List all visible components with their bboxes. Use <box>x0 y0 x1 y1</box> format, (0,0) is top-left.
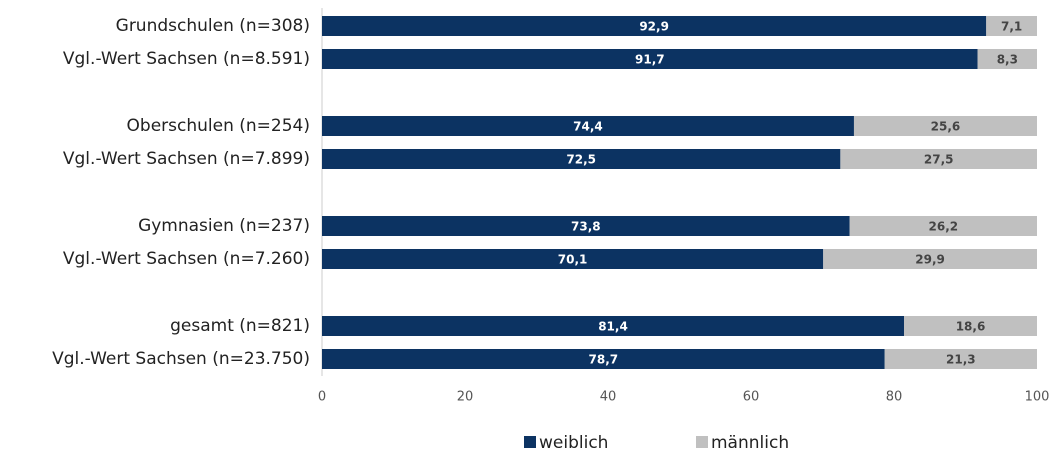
value-label: 27,5 <box>924 153 954 167</box>
value-label: 18,6 <box>956 320 986 334</box>
bar-segment <box>322 349 885 369</box>
legend-label: männlich <box>711 433 789 453</box>
bar-segment <box>322 116 854 136</box>
category-label: Vgl.-Wert Sachsen (n=23.750) <box>52 349 310 369</box>
bar-segment <box>904 316 1037 336</box>
value-label: 8,3 <box>997 53 1018 67</box>
value-label: 74,4 <box>573 120 603 134</box>
value-label: 70,1 <box>558 253 588 267</box>
bar-segment <box>840 149 1037 169</box>
value-label: 29,9 <box>915 253 945 267</box>
bar-segment <box>322 316 905 336</box>
legend-label: weiblich <box>539 433 608 453</box>
bar-segment <box>977 49 1037 69</box>
category-label: Oberschulen (n=254) <box>127 116 310 136</box>
category-label: Gymnasien (n=237) <box>138 216 310 236</box>
category-label: Grundschulen (n=308) <box>116 16 310 36</box>
bar-segment <box>322 16 987 36</box>
value-label: 7,1 <box>1001 20 1022 34</box>
bar-segment <box>322 49 978 69</box>
category-label: gesamt (n=821) <box>170 316 310 336</box>
bar-segment <box>823 249 1037 269</box>
bar-segment <box>322 249 824 269</box>
x-tick-label: 20 <box>457 390 474 405</box>
value-label: 78,7 <box>589 353 619 367</box>
value-label: 25,6 <box>931 120 961 134</box>
value-label: 72,5 <box>566 153 596 167</box>
value-label: 21,3 <box>946 353 976 367</box>
x-tick-label: 40 <box>600 390 617 405</box>
x-tick-label: 0 <box>318 390 326 405</box>
value-label: 26,2 <box>929 220 959 234</box>
value-label: 91,7 <box>635 53 665 67</box>
category-label: Vgl.-Wert Sachsen (n=7.899) <box>63 149 310 169</box>
x-tick-label: 100 <box>1025 390 1050 405</box>
bar-segment <box>986 16 1037 36</box>
category-label: Vgl.-Wert Sachsen (n=7.260) <box>63 249 310 269</box>
legend-swatch <box>696 436 708 448</box>
bar-segment <box>853 116 1037 136</box>
legend-swatch <box>524 436 536 448</box>
category-label: Vgl.-Wert Sachsen (n=8.591) <box>63 49 310 69</box>
x-tick-label: 60 <box>743 390 760 405</box>
bar-segment <box>884 349 1037 369</box>
x-tick-label: 80 <box>886 390 903 405</box>
bar-segment <box>322 216 850 236</box>
value-label: 73,8 <box>571 220 601 234</box>
value-label: 81,4 <box>598 320 628 334</box>
bar-segment <box>322 149 841 169</box>
bar-segment <box>849 216 1037 236</box>
value-label: 92,9 <box>639 20 669 34</box>
